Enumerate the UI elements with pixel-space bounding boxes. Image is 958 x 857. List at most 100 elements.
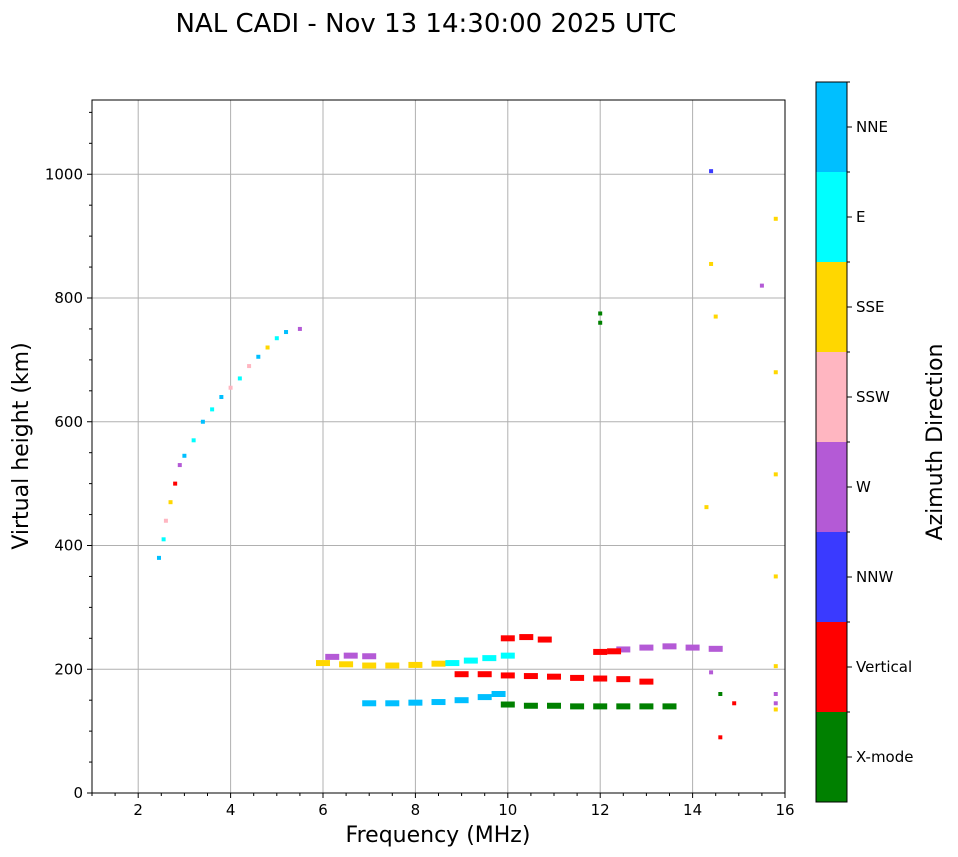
- data-point: [247, 364, 252, 369]
- data-point: [709, 670, 714, 675]
- data-point: [570, 703, 585, 710]
- data-point: [228, 385, 233, 390]
- colorbar-tick-label: SSW: [856, 388, 890, 406]
- x-axis-label: Frequency (MHz): [346, 823, 531, 848]
- y-axis-ticks: 0 200 400 600 800 1000: [45, 111, 92, 802]
- data-point: [616, 646, 631, 653]
- data-point: [773, 664, 778, 669]
- x-tick-label: 8: [411, 801, 421, 819]
- plot-frame: [91, 99, 786, 794]
- y-axis-label: Virtual height (km): [9, 342, 34, 549]
- data-point: [339, 661, 354, 668]
- data-point: [500, 635, 515, 642]
- data-point: [385, 662, 400, 669]
- data-point: [463, 657, 478, 664]
- grid-lines: [92, 100, 786, 794]
- colorbar-segment: [816, 622, 847, 712]
- data-point: [732, 701, 737, 706]
- data-point: [773, 574, 778, 579]
- colorbar-frame: [815, 81, 848, 803]
- data-point: [156, 555, 161, 560]
- data-point: [491, 691, 506, 697]
- data-point: [408, 661, 423, 668]
- colorbar-tick-label: NNE: [856, 118, 888, 136]
- y-tick-label: 400: [54, 537, 83, 555]
- data-point: [773, 692, 778, 696]
- data-point: [773, 216, 778, 221]
- data-point: [385, 700, 400, 707]
- data-point: [607, 648, 622, 655]
- data-point: [477, 694, 492, 701]
- data-point: [593, 648, 608, 655]
- data-point: [773, 472, 778, 477]
- colorbar-segment: [816, 262, 847, 352]
- colorbar-segment: [816, 712, 847, 802]
- data-point: [173, 481, 178, 486]
- data-point: [570, 674, 585, 681]
- data-point: [616, 703, 631, 710]
- data-point: [500, 652, 515, 659]
- data-point: [616, 676, 631, 683]
- data-point: [177, 463, 182, 468]
- data-point: [297, 326, 302, 331]
- data-point: [593, 675, 608, 682]
- data-point: [708, 645, 723, 652]
- data-point: [523, 702, 538, 709]
- data-point: [593, 703, 608, 710]
- data-point: [662, 643, 677, 650]
- data-point: [523, 673, 538, 680]
- data-point: [718, 692, 723, 696]
- x-axis-ticks: 2 4 6 8 10 12 14 16: [91, 793, 795, 819]
- x-tick-label: 4: [226, 801, 236, 819]
- colorbar-segment: [816, 442, 847, 532]
- colorbar: X-mode Vertical NNW W SSW SSE E NNE: [815, 81, 913, 803]
- data-point: [343, 652, 358, 659]
- data-point: [537, 636, 552, 643]
- data-point: [265, 345, 270, 350]
- data-point: [718, 735, 723, 740]
- y-tick-label: 1000: [45, 165, 83, 183]
- data-point: [685, 644, 700, 651]
- data-point: [325, 653, 340, 660]
- data-point: [274, 336, 279, 341]
- data-point: [477, 671, 492, 678]
- x-tick-label: 16: [775, 801, 794, 819]
- x-tick-label: 10: [498, 801, 517, 819]
- data-point: [168, 500, 173, 505]
- data-point: [200, 419, 205, 424]
- data-point: [547, 702, 561, 709]
- data-point: [454, 697, 469, 704]
- data-point: [191, 438, 196, 443]
- data-point: [219, 395, 224, 399]
- data-point: [454, 671, 469, 678]
- colorbar-tick-label: X-mode: [856, 748, 913, 766]
- data-point: [316, 660, 330, 667]
- data-point: [709, 169, 714, 174]
- data-point: [284, 330, 289, 335]
- data-point: [256, 354, 261, 359]
- data-point: [445, 660, 460, 667]
- data-point: [431, 699, 446, 706]
- colorbar-tick-label: Vertical: [856, 658, 912, 676]
- data-point: [759, 283, 764, 288]
- data-point: [161, 537, 166, 542]
- x-tick-label: 12: [591, 801, 610, 819]
- x-tick-label: 6: [318, 801, 328, 819]
- data-point: [163, 518, 168, 523]
- data-point: [713, 314, 718, 319]
- x-tick-label: 14: [683, 801, 702, 819]
- data-point: [500, 672, 515, 679]
- data-point: [500, 701, 515, 708]
- data-point: [598, 311, 603, 316]
- data-point: [182, 453, 187, 458]
- y-tick-label: 600: [54, 413, 83, 431]
- data-point: [210, 407, 215, 412]
- data-point: [709, 261, 714, 266]
- colorbar-tick-label: W: [856, 478, 871, 496]
- y-tick-label: 800: [54, 289, 83, 307]
- colorbar-segment: [816, 532, 847, 622]
- colorbar-segment: [816, 352, 847, 442]
- y-tick-label: 200: [54, 660, 83, 678]
- x-tick-label: 2: [133, 801, 143, 819]
- chart-title: NAL CADI - Nov 13 14:30:00 2025 UTC: [176, 9, 677, 39]
